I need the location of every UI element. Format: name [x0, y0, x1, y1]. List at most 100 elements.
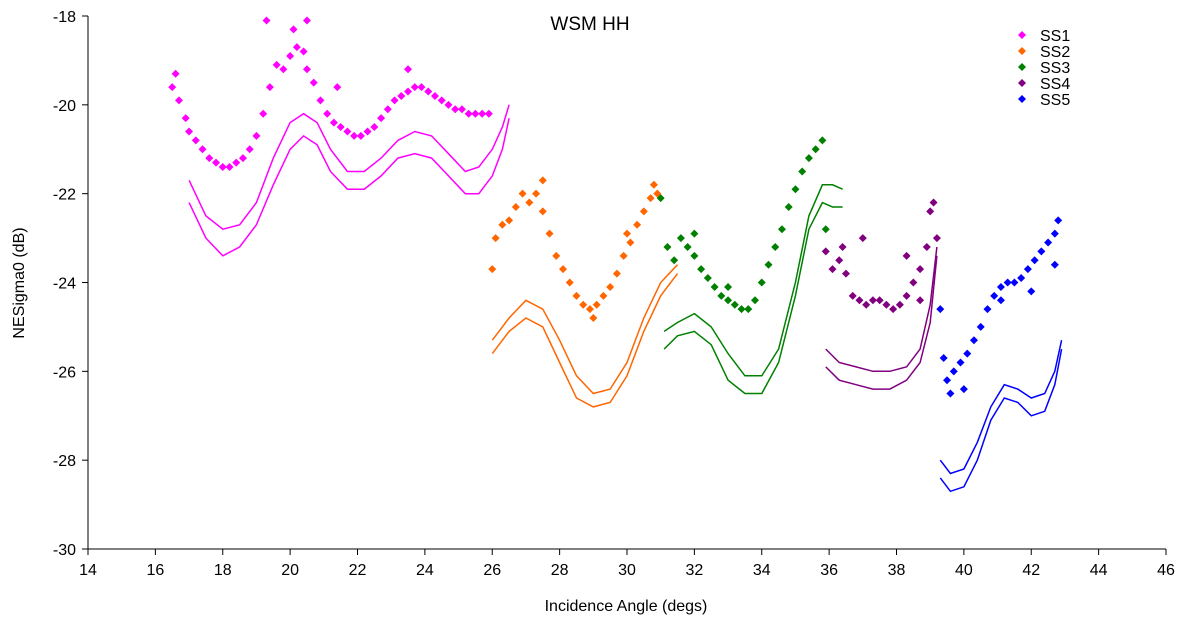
ss3-line-2	[663, 201, 843, 395]
ss4-point	[858, 234, 867, 243]
legend-label-ss1: SS1	[1040, 28, 1070, 45]
ss3-point	[676, 234, 685, 243]
ss3-point	[690, 251, 699, 260]
ss3-point	[724, 296, 733, 305]
ss4-point	[902, 291, 911, 300]
ss1-point	[198, 145, 207, 154]
y-tick-label: -24	[53, 276, 76, 293]
ss2-point	[511, 202, 520, 211]
ss2-line-2	[491, 273, 679, 408]
ss2-point	[558, 265, 567, 274]
ss1-point	[484, 109, 493, 118]
ss3-point	[710, 282, 719, 291]
ss3-point	[757, 278, 766, 287]
ss3-point	[670, 256, 679, 265]
ss1-point	[471, 109, 480, 118]
ss1-point	[350, 131, 359, 140]
series-ss1	[168, 16, 510, 257]
ss3-point	[751, 296, 760, 305]
ss5-point	[946, 389, 955, 398]
ss1-point	[444, 100, 453, 109]
ss3-point	[818, 136, 827, 145]
ss2-point	[538, 207, 547, 216]
ss2-point	[491, 234, 500, 243]
y-tick-label: -18	[53, 9, 76, 26]
ss4-point	[895, 300, 904, 309]
ss5-point	[963, 349, 972, 358]
ss5-point	[969, 336, 978, 345]
ss1-point	[323, 109, 332, 118]
ss3-point	[730, 300, 739, 309]
y-tick-label: -30	[53, 542, 76, 559]
ss1-point	[316, 96, 325, 105]
ss2-point	[626, 238, 635, 247]
ss5-point	[1003, 278, 1012, 287]
ss4-point	[882, 300, 891, 309]
ss5-point	[1017, 274, 1026, 283]
plot-area	[168, 16, 1063, 493]
ss2-point	[552, 251, 561, 260]
ss5-point	[976, 322, 985, 331]
ss2-point	[649, 180, 658, 189]
ss1-point	[356, 131, 365, 140]
ss4-point	[855, 296, 864, 305]
y-tick-label: -26	[53, 364, 76, 381]
ss1-point	[279, 65, 288, 74]
ss3-point	[744, 305, 753, 314]
ss1-point	[181, 114, 190, 123]
ss1-line-2	[188, 118, 510, 257]
y-tick-label: -22	[53, 187, 76, 204]
ss3-point	[703, 274, 712, 283]
ss1-point	[289, 25, 298, 34]
ss5-point	[949, 367, 958, 376]
legend-label-ss5: SS5	[1040, 92, 1070, 109]
ss5-point	[956, 358, 965, 367]
ss2-point	[572, 291, 581, 300]
ss4-point	[848, 291, 857, 300]
ss1-point	[383, 105, 392, 114]
x-axis-title: Incidence Angle (degs)	[545, 598, 708, 615]
ss4-point	[862, 300, 871, 309]
ss3-point	[683, 242, 692, 251]
ss3-point	[697, 265, 706, 274]
ss2-point	[518, 189, 527, 198]
ss1-point	[265, 83, 274, 92]
ss1-point	[329, 118, 338, 127]
ss4-point	[926, 207, 935, 216]
ss1-point	[259, 109, 268, 118]
ss1-point	[343, 127, 352, 136]
ss2-point	[538, 176, 547, 185]
ss5-point	[943, 376, 952, 385]
ss5-point	[1050, 229, 1059, 238]
ss1-point	[302, 16, 311, 25]
ss1-point	[286, 51, 295, 60]
ss1-point	[437, 96, 446, 105]
ss3-point	[771, 242, 780, 251]
x-tick-label: 30	[618, 562, 636, 579]
x-tick-label: 18	[214, 562, 232, 579]
ss1-point	[457, 105, 466, 114]
legend-label-ss2: SS2	[1040, 44, 1070, 61]
ss4-point	[902, 251, 911, 260]
legend-label-ss3: SS3	[1040, 60, 1070, 77]
ss1-point	[451, 105, 460, 114]
ss3-point	[656, 194, 665, 203]
ss5-point	[959, 385, 968, 394]
series-ss3	[656, 136, 843, 395]
ss1-point	[168, 83, 177, 92]
ss3-line-1	[663, 184, 843, 377]
ss1-point	[232, 158, 241, 167]
ss2-point	[589, 314, 598, 323]
ss2-point	[545, 229, 554, 238]
ss1-point	[302, 65, 311, 74]
ss2-point	[592, 300, 601, 309]
ss4-point	[835, 256, 844, 265]
ss2-point	[633, 220, 642, 229]
y-axis-title: NESigma0 (dB)	[11, 227, 28, 338]
ss3-point	[821, 225, 830, 234]
ss2-point	[619, 251, 628, 260]
ss4-point	[841, 269, 850, 278]
legend-marker-ss3	[1018, 63, 1026, 71]
ss1-point	[218, 163, 227, 172]
